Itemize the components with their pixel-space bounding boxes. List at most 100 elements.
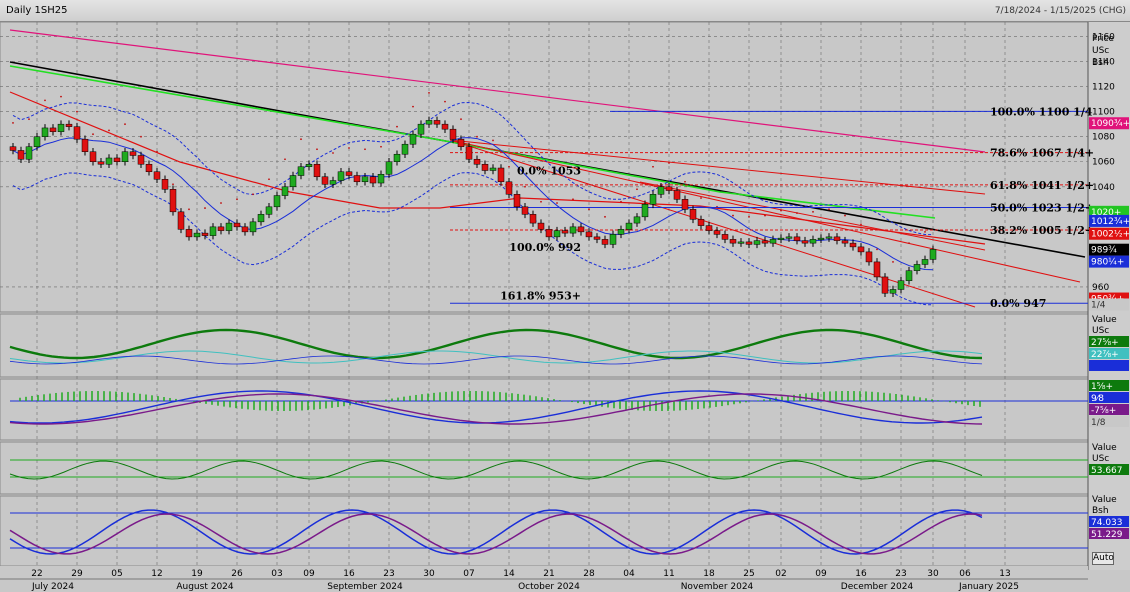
panel-2	[0, 378, 1089, 441]
candle-up	[641, 204, 649, 218]
ind-unit-3: Value	[1092, 495, 1117, 505]
price-tag-4: 989¾	[1091, 246, 1117, 256]
ind-tag-bg-3-0	[1089, 516, 1129, 527]
candle-down	[537, 222, 545, 230]
day-tick-28: 28	[583, 569, 595, 579]
month-label: October 2024	[518, 582, 580, 592]
candle-down	[113, 157, 121, 162]
candle-down	[353, 175, 361, 183]
sar-dot	[844, 214, 846, 217]
month-label: July 2024	[31, 582, 74, 592]
price-tag-7: 1/4	[1091, 300, 1106, 310]
sar-dot	[764, 214, 766, 217]
candle-up	[657, 186, 665, 195]
candle-down	[873, 261, 881, 278]
candle-up	[41, 127, 49, 137]
indicator-lines	[9, 328, 1088, 555]
candle-up	[889, 289, 897, 294]
sar-dot	[588, 208, 590, 211]
candle-down	[761, 240, 769, 244]
day-tick-25: 25	[743, 569, 754, 579]
candle-down	[681, 199, 689, 210]
day-tick-16: 16	[343, 569, 355, 579]
sar-dot	[12, 122, 14, 124]
sar-dot	[860, 223, 862, 226]
month-label: November 2024	[681, 582, 754, 592]
ind-unit-0: USc	[1092, 326, 1109, 336]
sar-dot	[140, 135, 142, 138]
candle-down	[497, 167, 505, 183]
sar-dot	[364, 148, 366, 151]
month-label: August 2024	[176, 582, 234, 592]
candle-up	[809, 239, 817, 244]
ind-tag-bg-3-1	[1089, 528, 1129, 539]
panel-0	[0, 22, 1089, 313]
sar-dot	[668, 162, 670, 164]
candle-down	[545, 229, 553, 238]
sar-dot	[908, 242, 910, 245]
gridlines	[0, 22, 1088, 566]
day-tick-02: 02	[775, 569, 786, 579]
candle-up	[489, 167, 497, 171]
sar-dot	[172, 183, 174, 186]
sar-dot	[316, 148, 318, 151]
candle-up	[329, 180, 337, 185]
sar-dot	[652, 165, 654, 168]
ind-tag-bg-0-0	[1089, 336, 1129, 347]
sar-dot	[236, 198, 238, 201]
candle-down	[161, 179, 169, 190]
candle-up	[633, 216, 641, 224]
sar-dot	[156, 150, 158, 153]
ind-tag-1-0: 1⁵⁄₈+	[1091, 382, 1113, 392]
candle-down	[217, 226, 225, 231]
candle-down	[849, 242, 857, 248]
candle-up	[193, 232, 201, 238]
candle-up	[401, 143, 409, 155]
auto-scale-button[interactable]: Auto	[1092, 552, 1114, 565]
panel-3	[0, 441, 1089, 495]
sar-dot	[732, 214, 734, 217]
sar-dot	[412, 105, 414, 108]
sar-dot	[204, 207, 206, 209]
sar-dot	[460, 118, 462, 121]
month-label: September 2024	[327, 582, 403, 592]
price-tick-1120: 1120	[1092, 83, 1115, 93]
chart-canvas[interactable]: 100.0% 1100 1/4 78.6% 1067 1/4+ 61.8% 1041…	[0, 22, 1130, 592]
day-tick-13: 13	[999, 569, 1010, 579]
red-fan-1	[449, 139, 1081, 283]
ind-tag-1-2: -7⁵⁄₈+	[1091, 406, 1116, 416]
price-tag-bg-4	[1089, 243, 1129, 256]
price-tag-5: 980¼+	[1091, 258, 1124, 268]
annotation-2: 161.8% 953+	[500, 290, 581, 303]
price-tag-bg-5	[1089, 255, 1129, 268]
sar-dot	[92, 133, 94, 136]
candle-down	[81, 138, 89, 152]
candle-up	[393, 153, 401, 162]
candle-up	[289, 175, 297, 188]
sar-dot	[332, 152, 334, 154]
chart-title: Daily 1SH25	[6, 5, 68, 16]
candle-up	[105, 157, 113, 165]
candle-down	[457, 138, 465, 147]
candle-up	[377, 174, 385, 184]
overlay-lines	[9, 29, 1086, 308]
sar-dot	[748, 215, 750, 218]
price-tag-3: 1002½+	[1091, 230, 1130, 240]
candle-up	[209, 226, 217, 236]
candle-down	[201, 232, 209, 236]
sar-dot	[796, 212, 798, 214]
sar-dot	[44, 99, 46, 102]
candle-down	[689, 209, 697, 220]
candlesticks	[9, 116, 937, 297]
sar-dot	[636, 188, 638, 191]
day-tick-26: 26	[231, 569, 243, 579]
ind-tag-1-1: 9⁄8	[1091, 394, 1104, 404]
candle-down	[529, 214, 537, 224]
fib-label-0: 100.0% 1100 1/4	[990, 105, 1093, 118]
annotation-1: 100.0% 992	[509, 241, 581, 254]
sar-dot	[476, 135, 478, 138]
candle-down	[521, 206, 529, 215]
candle-down	[449, 128, 457, 140]
ind-tag-bg-0-2	[1089, 360, 1129, 371]
candle-down	[801, 240, 809, 244]
